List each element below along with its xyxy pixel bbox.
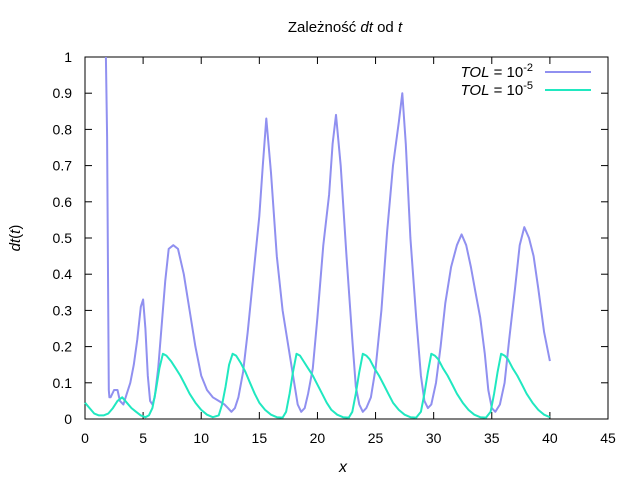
y-tick-label: 0.9 [53, 85, 73, 101]
y-tick-label: 0.4 [53, 266, 73, 282]
x-tick-label: 5 [139, 430, 147, 446]
y-tick-label: 0 [64, 411, 72, 427]
x-tick-label: 35 [484, 430, 500, 446]
y-tick-label: 0.5 [53, 230, 73, 246]
y-axis-label: dt(t) [7, 225, 24, 252]
y-tick-label: 1 [64, 49, 72, 65]
legend-label-tol5: TOL = 10-5 [461, 80, 533, 99]
y-tick-label: 0.1 [53, 375, 73, 391]
x-axis: 0 5 10 15 20 25 30 35 40 45 [81, 57, 616, 446]
x-tick-label: 0 [81, 430, 89, 446]
y-axis: 0 0.1 0.2 0.3 0.4 0.5 0.6 0.7 0.8 0.9 1 [53, 49, 608, 427]
series-line-tol5 [84, 352, 551, 419]
x-tick-label: 15 [252, 430, 268, 446]
y-tick-label: 0.6 [53, 194, 73, 210]
y-tick-label: 0.7 [53, 158, 73, 174]
x-tick-label: 10 [193, 430, 209, 446]
series-group [84, 56, 551, 419]
x-tick-label: 45 [600, 430, 616, 446]
legend-label-tol2: TOL = 10-2 [461, 62, 533, 81]
y-tick-label: 0.2 [53, 339, 73, 355]
x-tick-label: 25 [368, 430, 384, 446]
x-axis-label: x [338, 459, 348, 476]
x-tick-label: 20 [310, 430, 326, 446]
x-tick-label: 40 [542, 430, 558, 446]
y-tick-label: 0.8 [53, 121, 73, 137]
legend: TOL = 10-2 TOL = 10-5 [461, 62, 591, 99]
y-tick-label: 0.3 [53, 302, 73, 318]
series-line-tol2 [104, 56, 551, 413]
x-tick-label: 30 [426, 430, 442, 446]
chart-title: Zależność dt od t [288, 19, 403, 36]
